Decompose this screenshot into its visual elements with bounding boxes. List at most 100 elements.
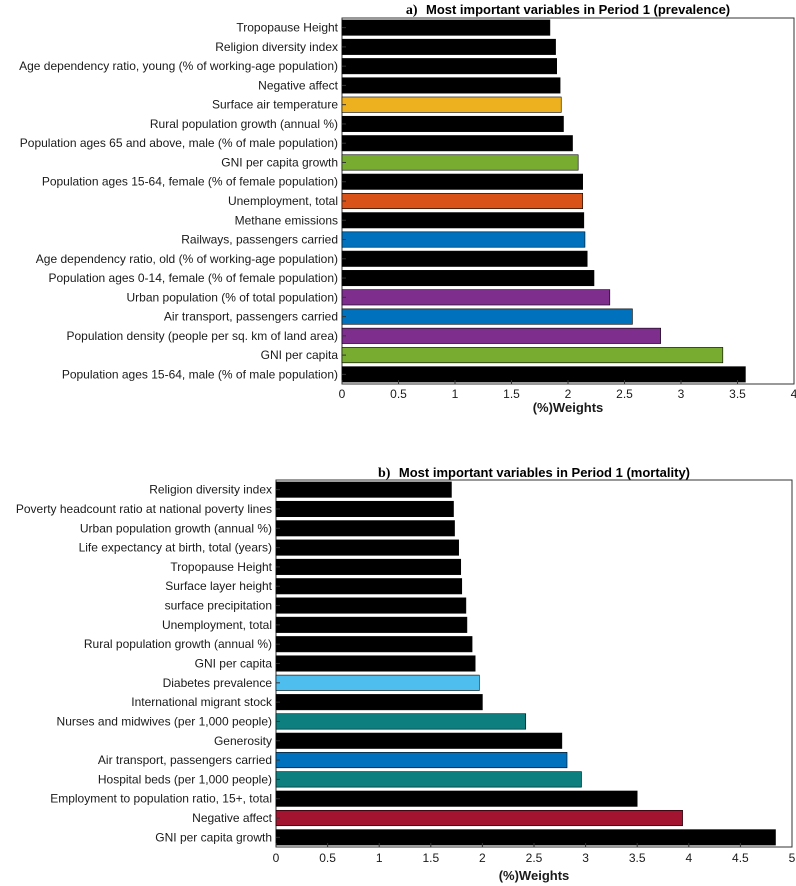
bar-b-14 (275, 732, 563, 749)
bar-a-8 (341, 154, 579, 171)
bar-b-13 (275, 713, 527, 730)
category-label-a-13: Age dependency ratio, old (% of working-… (36, 252, 338, 266)
bar-a-14 (341, 270, 595, 287)
chart-panel-a: a) Most important variables in Period 1 … (19, 1, 796, 415)
bar-b-5 (275, 558, 462, 575)
bar-b-6 (275, 578, 463, 595)
bar-b-9 (275, 636, 473, 653)
category-label-a-9: Population ages 15-64, female (% of fema… (42, 175, 338, 189)
category-label-b-9: Rural population growth (annual %) (84, 637, 272, 651)
x-tick-label-a-9: 4 (791, 387, 796, 401)
chart-panel-b: b) Most important variables in Period 1 … (16, 465, 796, 883)
category-label-b-14: Generosity (214, 734, 272, 748)
category-label-a-6: Rural population growth (annual %) (150, 117, 338, 131)
x-tick-label-a-7: 3 (678, 387, 685, 401)
bar-a-13 (341, 250, 588, 267)
bar-a-18 (341, 347, 724, 364)
category-label-a-3: Age dependency ratio, young (% of workin… (19, 59, 338, 73)
bar-a-15 (341, 289, 611, 306)
x-tick-label-b-6: 2.5 (526, 851, 543, 865)
bar-a-7 (341, 135, 573, 152)
category-label-b-1: Religion diversity index (149, 483, 272, 497)
bar-a-10 (341, 192, 583, 209)
category-label-b-17: Employment to population ratio, 15+, tot… (50, 792, 272, 806)
x-tick-label-b-2: 0.5 (319, 851, 336, 865)
category-label-a-14: Population ages 0-14, female (% of femal… (48, 271, 338, 285)
bar-b-16 (275, 771, 582, 788)
bar-b-2 (275, 500, 454, 517)
category-label-a-4: Negative affect (258, 78, 338, 92)
bar-b-4 (275, 539, 459, 556)
x-tick-label-b-10: 4.5 (732, 851, 749, 865)
bar-b-7 (275, 597, 467, 614)
category-label-a-8: GNI per capita growth (221, 155, 338, 169)
category-label-a-2: Religion diversity index (215, 40, 338, 54)
x-axis-title-a: (%)Weights (533, 400, 604, 415)
category-label-b-2: Poverty headcount ratio at national pove… (16, 502, 272, 516)
bar-a-17 (341, 327, 661, 344)
bar-a-12 (341, 231, 586, 248)
category-label-b-12: International migrant stock (131, 695, 273, 709)
category-label-b-16: Hospital beds (per 1,000 people) (98, 772, 272, 786)
category-label-a-18: GNI per capita (261, 348, 339, 362)
bar-b-18 (275, 809, 683, 827)
bar-b-19 (275, 829, 776, 846)
category-label-a-11: Methane emissions (235, 213, 338, 227)
x-tick-label-b-7: 3 (582, 851, 589, 865)
x-tick-label-b-9: 4 (685, 851, 692, 865)
x-tick-label-a-1: 0 (339, 387, 346, 401)
x-tick-label-a-3: 1 (452, 387, 459, 401)
category-label-b-15: Air transport, passengers carried (98, 753, 272, 767)
category-label-b-11: Diabetes prevalence (163, 676, 273, 690)
bar-b-3 (275, 520, 455, 537)
x-tick-label-b-4: 1.5 (422, 851, 439, 865)
category-label-b-5: Tropopause Height (170, 560, 272, 574)
bar-a-3 (341, 58, 557, 75)
x-tick-label-a-4: 1.5 (503, 387, 520, 401)
category-label-b-4: Life expectancy at birth, total (years) (79, 541, 272, 555)
category-label-a-15: Urban population (% of total population) (127, 290, 338, 304)
x-tick-label-b-5: 2 (479, 851, 486, 865)
category-label-b-6: Surface layer height (165, 579, 272, 593)
category-label-b-3: Urban population growth (annual %) (80, 521, 272, 535)
bar-a-11 (341, 212, 585, 229)
x-tick-label-a-2: 0.5 (390, 387, 407, 401)
category-label-a-10: Unemployment, total (228, 194, 338, 208)
x-tick-label-b-1: 0 (273, 851, 280, 865)
bar-a-19 (341, 366, 746, 383)
category-label-b-7: surface precipitation (165, 599, 272, 613)
category-label-a-17: Population density (people per sq. km of… (67, 329, 339, 343)
bar-a-9 (341, 173, 583, 190)
x-tick-label-b-3: 1 (376, 851, 383, 865)
x-tick-label-b-8: 3.5 (629, 851, 646, 865)
bar-a-16 (341, 308, 633, 325)
bar-a-1 (341, 19, 551, 36)
bar-a-5 (341, 96, 562, 113)
bar-a-4 (341, 77, 561, 94)
category-label-a-16: Air transport, passengers carried (164, 310, 338, 324)
category-label-b-18: Negative affect (192, 811, 272, 825)
category-label-b-19: GNI per capita growth (155, 830, 272, 844)
chart-title-a: a) Most important variables in Period 1 … (406, 1, 730, 18)
bar-b-15 (275, 752, 568, 769)
category-label-b-10: GNI per capita (195, 657, 273, 671)
category-label-a-1: Tropopause Height (236, 21, 338, 35)
x-tick-label-a-6: 2.5 (616, 387, 633, 401)
bar-b-8 (275, 616, 468, 633)
bar-b-1 (275, 481, 452, 498)
category-label-a-19: Population ages 15-64, male (% of male p… (62, 367, 338, 381)
bar-b-11 (275, 674, 480, 691)
x-axis-title-b: (%)Weights (499, 868, 570, 883)
category-label-a-5: Surface air temperature (212, 98, 338, 112)
bar-b-10 (275, 655, 476, 672)
category-label-a-7: Population ages 65 and above, male (% of… (20, 136, 338, 150)
bar-b-17 (275, 790, 638, 807)
x-tick-label-a-5: 2 (565, 387, 572, 401)
x-tick-label-a-8: 3.5 (729, 387, 746, 401)
category-label-b-13: Nurses and midwives (per 1,000 people) (57, 714, 272, 728)
x-tick-label-b-11: 5 (789, 851, 796, 865)
bar-a-6 (341, 115, 564, 132)
bar-a-2 (341, 38, 556, 55)
bar-b-12 (275, 694, 483, 711)
